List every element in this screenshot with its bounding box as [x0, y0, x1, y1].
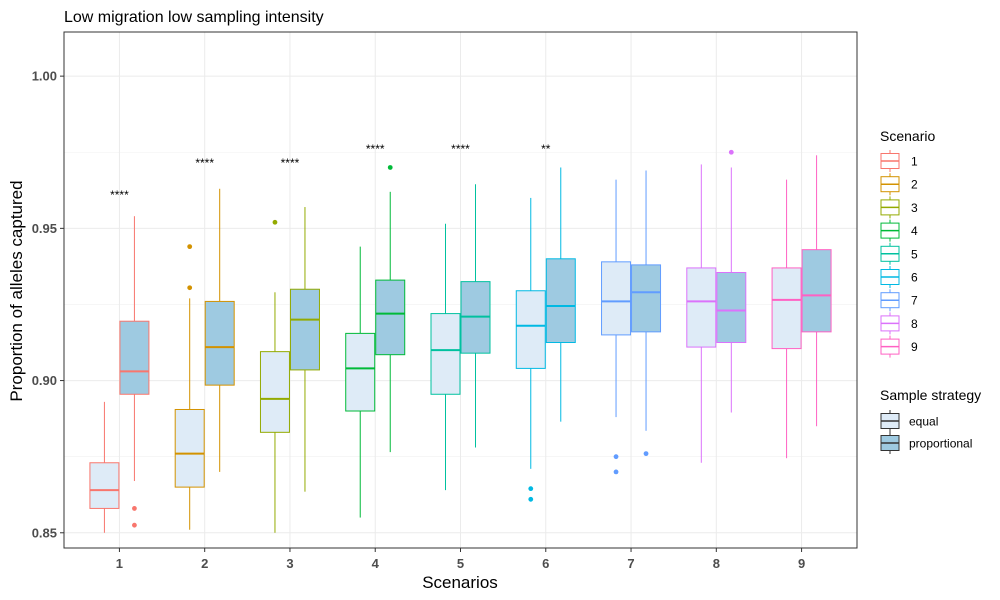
box-equal-1	[89, 401, 120, 533]
significance-label: ****	[195, 156, 214, 170]
box-body	[430, 313, 461, 395]
outlier-point	[613, 469, 619, 475]
box-proportional-1	[119, 216, 150, 528]
significance-label: **	[541, 142, 551, 156]
box-body	[89, 462, 120, 509]
box-body	[515, 290, 546, 369]
box-proportional-5	[460, 184, 491, 448]
y-tick-label: 1.00	[32, 69, 57, 84]
box-proportional-7	[631, 170, 662, 457]
outlier-point	[528, 486, 534, 492]
box-body	[716, 271, 747, 344]
significance-label: ****	[451, 142, 470, 156]
outlier-point	[132, 506, 137, 511]
y-axis-title: Proportion of alleles captured	[7, 180, 26, 401]
scenario-legend-label: 9	[911, 340, 918, 354]
box-proportional-4	[375, 165, 406, 453]
outlier-point	[613, 454, 619, 460]
box-proportional-3	[289, 207, 320, 492]
x-axis-title: Scenarios	[422, 573, 498, 592]
x-tick-label: 8	[713, 556, 720, 571]
x-tick-label: 1	[116, 556, 123, 571]
box-equal-8	[686, 164, 717, 463]
y-tick-label: 0.85	[32, 525, 57, 540]
scenario-legend-label: 4	[911, 224, 918, 238]
x-tick-label: 5	[457, 556, 464, 571]
legend: Scenario Sample strategy 1 2 3 4 5 6 7 8 9 equal p…	[880, 128, 981, 454]
box-equal-6	[515, 197, 546, 502]
scenario-legend-item-9: 9	[880, 335, 918, 358]
scenario-legend-item-5: 5	[880, 242, 918, 265]
x-tick-label: 3	[286, 556, 293, 571]
box-body	[631, 264, 662, 333]
box-equal-9	[771, 179, 802, 459]
box-equal-5	[430, 223, 461, 491]
x-tick-label: 7	[627, 556, 634, 571]
outlier-point	[728, 149, 734, 155]
scenario-legend-label: 5	[911, 247, 918, 261]
box-body	[771, 267, 802, 350]
strategy-legend-label: proportional	[909, 437, 972, 451]
strategy-legend-item-proportional: proportional	[880, 432, 972, 454]
outlier-point	[387, 165, 393, 170]
outlier-point	[643, 451, 649, 457]
outlier-point	[272, 219, 278, 225]
x-tick-label: 6	[542, 556, 549, 571]
scenario-legend-item-4: 4	[880, 219, 918, 242]
scenario-legend-label: 8	[911, 317, 918, 331]
box-body	[601, 261, 632, 336]
outlier-point	[528, 496, 534, 502]
x-tick-label: 9	[798, 556, 805, 571]
scenario-legend-title: Scenario	[880, 128, 935, 144]
box-body	[375, 279, 406, 356]
box-body	[119, 320, 150, 395]
significance-label: ****	[281, 156, 300, 170]
strategy-legend-label: equal	[909, 415, 938, 429]
y-tick-label: 0.90	[32, 373, 57, 388]
significance-label: ****	[366, 142, 385, 156]
box-proportional-2	[204, 188, 235, 472]
box-body	[289, 288, 320, 371]
box-body	[801, 249, 832, 333]
plot-area: ******** ******** **** **0.850.900.951.001 2…	[32, 31, 858, 571]
scenario-legend-label: 3	[911, 201, 918, 215]
significance-label: ****	[110, 188, 129, 202]
scenario-legend-item-3: 3	[880, 196, 918, 219]
box-body	[204, 300, 235, 386]
strategy-legend-item-equal: equal	[880, 410, 938, 432]
outlier-point	[187, 244, 193, 250]
box-proportional-6	[545, 167, 576, 422]
y-tick-label: 0.95	[32, 221, 57, 236]
scenario-legend-item-8: 8	[880, 312, 918, 335]
box-body	[259, 351, 290, 433]
box-body	[545, 258, 576, 344]
scenario-legend-item-6: 6	[880, 266, 918, 288]
scenario-legend-label: 6	[911, 271, 918, 285]
box-proportional-9	[801, 155, 832, 427]
x-tick-label: 2	[201, 556, 208, 571]
box-body	[345, 332, 376, 412]
box-equal-2	[174, 244, 205, 530]
scenario-legend-item-2: 2	[880, 173, 918, 196]
box-body	[174, 408, 205, 488]
outlier-point	[187, 285, 193, 291]
chart-title: Low migration low sampling intensity	[64, 9, 324, 26]
box-equal-7	[601, 179, 632, 475]
x-tick-label: 4	[372, 556, 380, 571]
box-proportional-8	[716, 149, 747, 413]
scenario-legend-label: 2	[911, 178, 918, 192]
strategy-legend-title: Sample strategy	[880, 387, 981, 403]
scenario-legend-label: 7	[911, 294, 918, 308]
scenario-legend-label: 1	[911, 155, 918, 169]
scenario-legend-item-7: 7	[880, 289, 918, 312]
outlier-point	[132, 522, 137, 528]
scenario-legend-item-1: 1	[880, 150, 918, 172]
box-equal-3	[259, 219, 290, 533]
box-body	[686, 267, 717, 348]
box-equal-4	[345, 246, 376, 518]
